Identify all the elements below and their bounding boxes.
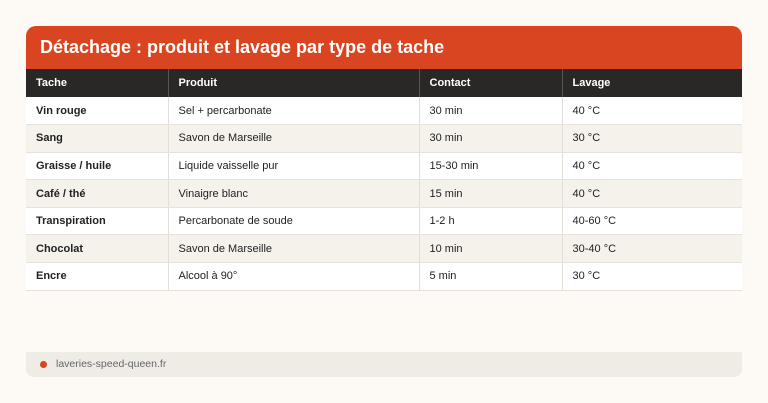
page-title: Détachage : produit et lavage par type d… — [26, 26, 742, 69]
table-cell: 40 °C — [562, 152, 742, 181]
footer: laveries-speed-queen.fr — [26, 352, 742, 377]
table-cell: Café / thé — [26, 179, 169, 208]
table-row: Graisse / huile Liquide vaisselle pur 15-3… — [26, 152, 742, 181]
table-row: Encre Alcool à 90° 5 min 30 °C — [26, 262, 742, 291]
table-cell: 15-30 min — [419, 152, 563, 181]
table-header-row: Tache Produit Contact Lavage — [26, 69, 742, 97]
table-cell: Vinaigre blanc — [168, 179, 420, 208]
table-cell: 40 °C — [562, 97, 742, 126]
table-cell: 10 min — [419, 234, 563, 264]
table-row: Sang Savon de Marseille 30 min 30 °C — [26, 124, 742, 153]
table-cell: Encre — [26, 262, 169, 291]
table-cell: 40 °C — [562, 179, 742, 208]
column-header: Contact — [419, 69, 563, 97]
table-cell: 30 min — [419, 124, 563, 153]
column-header: Tache — [26, 69, 169, 97]
table-cell: 40-60 °C — [562, 207, 742, 236]
table-cell: 5 min — [419, 262, 563, 291]
dot-icon — [40, 361, 47, 368]
table-cell: Savon de Marseille — [168, 124, 420, 153]
footer-source: laveries-speed-queen.fr — [56, 358, 167, 370]
table-cell: 30 min — [419, 97, 563, 126]
table-cell: Savon de Marseille — [168, 234, 420, 264]
column-header: Produit — [168, 69, 420, 97]
table-cell: Sang — [26, 124, 169, 153]
table-cell: Percarbonate de soude — [168, 207, 420, 236]
table-cell: Sel + percarbonate — [168, 97, 420, 126]
table-cell: Transpiration — [26, 207, 169, 236]
stain-table: Tache Produit Contact Lavage Vin rouge Sel +… — [26, 69, 742, 291]
table-cell: Chocolat — [26, 234, 169, 264]
table-cell: 30 °C — [562, 124, 742, 153]
stain-table-card: Détachage : produit et lavage par type d… — [26, 26, 742, 291]
table-row: Chocolat Savon de Marseille 10 min 30-40 °C — [26, 234, 742, 264]
table-row: Vin rouge Sel + percarbonate 30 min 40 °C — [26, 97, 742, 126]
table-cell: Vin rouge — [26, 97, 169, 126]
table-cell: 15 min — [419, 179, 563, 208]
table-cell: Alcool à 90° — [168, 262, 420, 291]
table-cell: 30-40 °C — [562, 234, 742, 264]
column-header: Lavage — [562, 69, 742, 97]
table-cell: Graisse / huile — [26, 152, 169, 181]
table-cell: Liquide vaisselle pur — [168, 152, 420, 181]
table-row: Café / thé Vinaigre blanc 15 min 40 °C — [26, 179, 742, 208]
table-cell: 1-2 h — [419, 207, 563, 236]
table-cell: 30 °C — [562, 262, 742, 291]
